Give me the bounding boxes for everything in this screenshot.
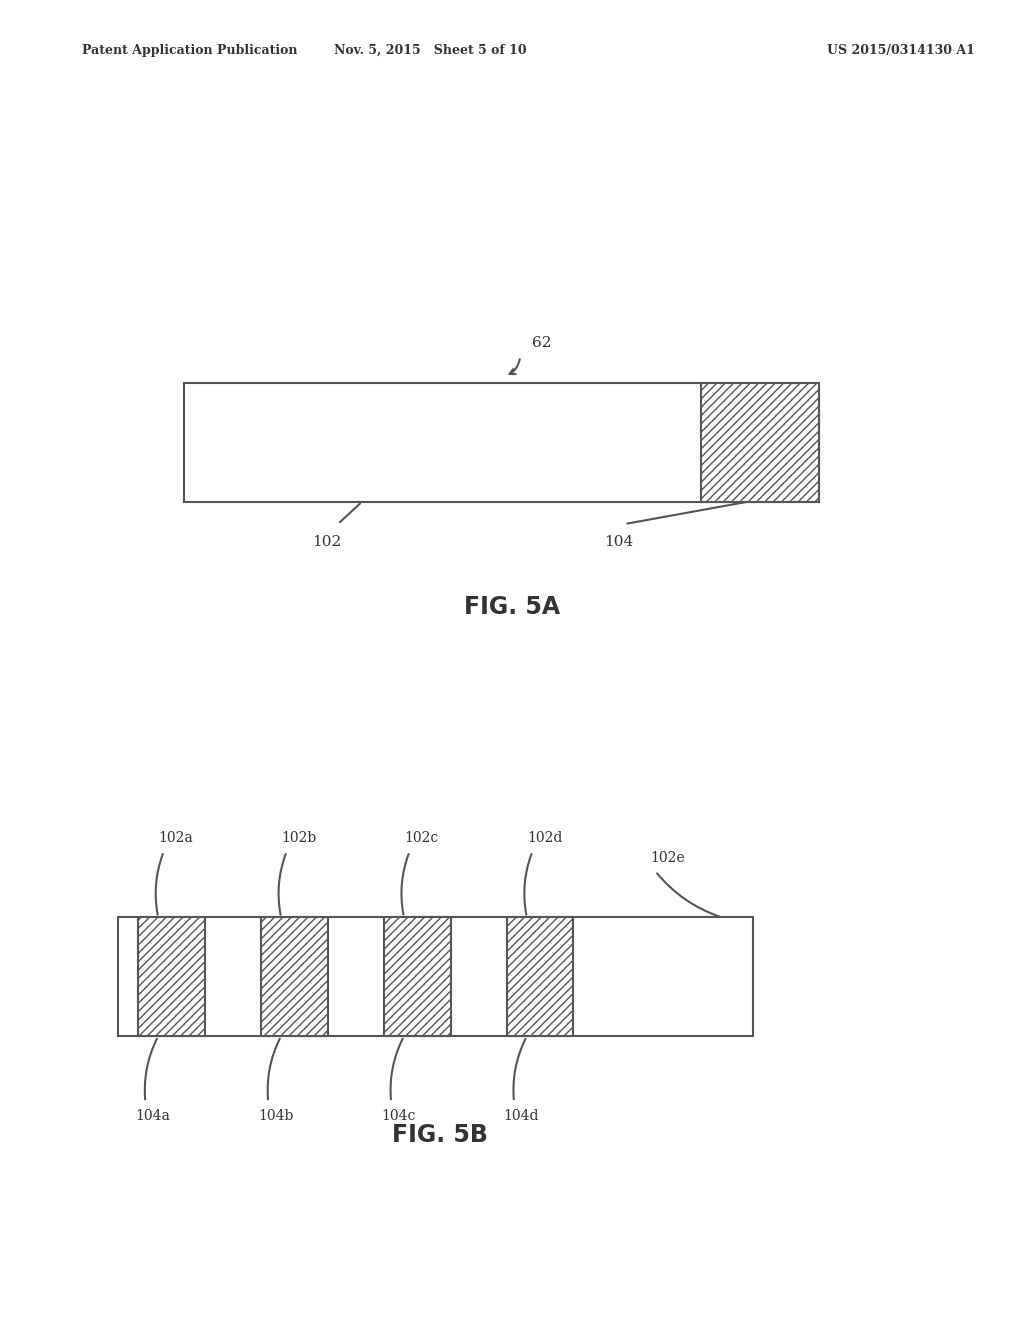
Text: 102c: 102c: [404, 830, 438, 845]
Text: FIG. 5A: FIG. 5A: [464, 595, 560, 619]
Text: 104c: 104c: [381, 1109, 416, 1123]
Text: 104b: 104b: [258, 1109, 294, 1123]
Text: 104a: 104a: [135, 1109, 170, 1123]
FancyBboxPatch shape: [118, 917, 753, 1036]
FancyBboxPatch shape: [507, 917, 573, 1036]
Text: Nov. 5, 2015   Sheet 5 of 10: Nov. 5, 2015 Sheet 5 of 10: [334, 44, 526, 57]
Text: Patent Application Publication: Patent Application Publication: [82, 44, 297, 57]
Text: 102a: 102a: [159, 830, 194, 845]
FancyBboxPatch shape: [184, 383, 819, 502]
Text: 102: 102: [312, 535, 342, 549]
FancyBboxPatch shape: [701, 383, 819, 502]
FancyBboxPatch shape: [261, 917, 328, 1036]
Text: US 2015/0314130 A1: US 2015/0314130 A1: [827, 44, 975, 57]
FancyBboxPatch shape: [138, 917, 205, 1036]
Text: 62: 62: [532, 335, 552, 350]
Text: 102b: 102b: [282, 830, 316, 845]
Text: 102d: 102d: [527, 830, 563, 845]
FancyBboxPatch shape: [384, 917, 451, 1036]
Text: 104: 104: [604, 535, 634, 549]
Text: 104d: 104d: [504, 1109, 540, 1123]
Text: 102e: 102e: [650, 850, 685, 865]
Text: FIG. 5B: FIG. 5B: [392, 1123, 488, 1147]
